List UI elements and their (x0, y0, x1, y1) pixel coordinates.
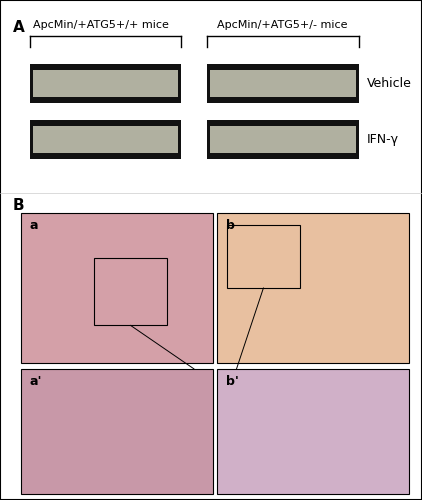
Text: B: B (13, 198, 24, 213)
FancyBboxPatch shape (32, 126, 179, 152)
FancyBboxPatch shape (30, 120, 181, 158)
Text: A: A (13, 20, 24, 35)
Text: Vehicle: Vehicle (367, 76, 412, 90)
FancyBboxPatch shape (207, 64, 359, 102)
FancyBboxPatch shape (217, 369, 409, 494)
FancyBboxPatch shape (210, 70, 356, 96)
FancyBboxPatch shape (21, 369, 213, 494)
Text: a': a' (30, 375, 42, 388)
Text: ApcMin/+ATG5+/- mice: ApcMin/+ATG5+/- mice (217, 20, 348, 30)
Text: b: b (226, 220, 235, 232)
Text: ApcMin/+ATG5+/+ mice: ApcMin/+ATG5+/+ mice (33, 20, 169, 30)
FancyBboxPatch shape (30, 64, 181, 102)
Text: b': b' (226, 375, 239, 388)
FancyBboxPatch shape (21, 214, 213, 363)
Text: IFN-γ: IFN-γ (367, 132, 399, 146)
Text: a: a (30, 220, 38, 232)
FancyBboxPatch shape (210, 126, 356, 152)
FancyBboxPatch shape (207, 120, 359, 158)
FancyBboxPatch shape (217, 214, 409, 363)
FancyBboxPatch shape (32, 70, 179, 96)
